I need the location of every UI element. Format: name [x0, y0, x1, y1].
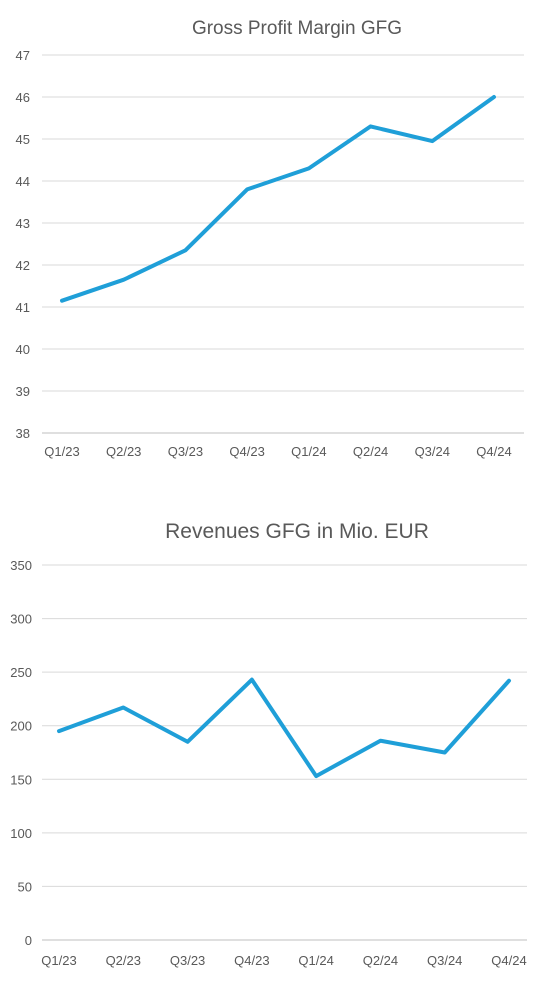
series-line — [60, 95, 496, 303]
y-tick-label: 42 — [16, 258, 30, 273]
y-tick-label: 0 — [25, 933, 32, 948]
y-tick-label: 100 — [10, 826, 32, 841]
x-tick-label: Q1/24 — [291, 444, 326, 459]
y-tick-label: 250 — [10, 665, 32, 680]
y-tick-label: 41 — [16, 300, 30, 315]
x-tick-label: Q2/24 — [363, 953, 398, 968]
y-tick-label: 43 — [16, 216, 30, 231]
gross-profit-margin-plot: 38 39 40 41 42 43 44 45 46 47 Q1/23 Q2/23 Q3/23 Q4/23… — [16, 48, 524, 459]
x-tick-label: Q3/23 — [170, 953, 205, 968]
y-tick-label: 50 — [18, 879, 32, 894]
series-line — [57, 677, 511, 779]
x-tick-label: Q1/23 — [44, 444, 79, 459]
x-tick-label: Q2/23 — [106, 953, 141, 968]
chart-title: Gross Profit Margin GFG — [191, 18, 403, 39]
y-tick-label: 47 — [16, 48, 30, 63]
revenues-plot: 0 50 100 150 200 250 300 350 Q1/23 Q2/23 Q3/23 Q4/2… — [10, 558, 527, 968]
x-tick-label: Q1/24 — [298, 953, 333, 968]
chart-title: Revenues GFG in Mio. EUR — [165, 520, 429, 543]
x-tick-label: Q1/23 — [41, 953, 76, 968]
gross-profit-margin-chart: Gross Profit Margin GFG 38 39 40 41 42 43 44 45… — [0, 0, 554, 490]
revenues-chart: Revenues GFG in Mio. EUR 0 50 100 150 200 250… — [0, 500, 554, 989]
x-tick-label: Q4/23 — [234, 953, 269, 968]
x-tick-label: Q4/24 — [476, 444, 511, 459]
x-tick-label: Q3/23 — [168, 444, 203, 459]
x-tick-label: Q2/24 — [353, 444, 388, 459]
y-tick-label: 200 — [10, 719, 32, 734]
y-tick-label: 38 — [16, 426, 30, 441]
y-tick-label: 350 — [10, 558, 32, 573]
x-tick-label: Q4/24 — [491, 953, 526, 968]
y-tick-label: 44 — [16, 174, 30, 189]
y-tick-label: 150 — [10, 772, 32, 787]
y-tick-label: 46 — [16, 90, 30, 105]
x-tick-label: Q4/23 — [229, 444, 264, 459]
y-tick-label: 39 — [16, 384, 30, 399]
y-tick-label: 40 — [16, 342, 30, 357]
y-tick-label: 45 — [16, 132, 30, 147]
x-tick-label: Q3/24 — [415, 444, 450, 459]
x-tick-label: Q2/23 — [106, 444, 141, 459]
y-tick-label: 300 — [10, 612, 32, 627]
x-tick-label: Q3/24 — [427, 953, 462, 968]
